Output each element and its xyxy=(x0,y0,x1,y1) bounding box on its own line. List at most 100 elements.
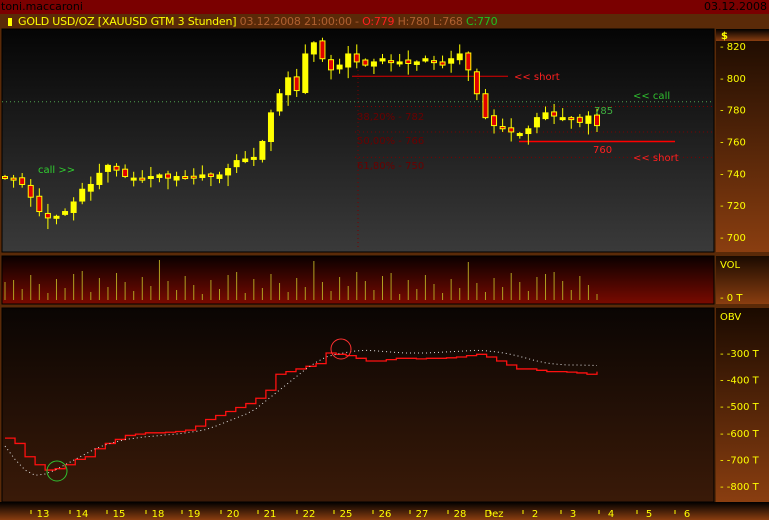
candle-bull xyxy=(233,160,240,168)
chart-annotation: 38,20% - 782 xyxy=(357,112,424,123)
candle-bear xyxy=(430,60,437,64)
candle-bull xyxy=(345,53,352,68)
candle-bear xyxy=(405,59,412,65)
candle-bear xyxy=(353,53,360,63)
title-bar: toni.maccaroni 03.12.2008 xyxy=(0,0,769,14)
candle-bear xyxy=(165,173,172,179)
chart-annotation: call >> xyxy=(38,165,75,176)
candle-bear xyxy=(499,126,506,130)
obv-average-line xyxy=(4,349,598,476)
candle-bull xyxy=(336,64,343,70)
time-tick-label: 21 xyxy=(264,509,277,520)
candle-bull xyxy=(276,93,283,112)
candle-bear xyxy=(328,59,335,71)
candle-bull xyxy=(242,158,249,163)
candle-bull xyxy=(379,58,386,62)
candle-bear xyxy=(19,177,26,185)
symbol-label: GOLD USD/OZ [XAUUSD GTM 3 Stunden] xyxy=(18,15,237,28)
time-axis[interactable] xyxy=(0,502,769,520)
obv-tick-label: - -400 T xyxy=(720,376,760,387)
candle-bull xyxy=(542,112,549,120)
candle-bear xyxy=(473,71,480,95)
chart-annotation: 50,00% - 766 xyxy=(357,136,424,147)
time-tick-label: 25 xyxy=(340,509,353,520)
candle-bear xyxy=(439,61,446,66)
price-tick-label: - 800 xyxy=(720,74,746,85)
candle-icon xyxy=(8,18,12,26)
time-tick-label: 14 xyxy=(76,509,89,520)
candle-bull xyxy=(456,53,463,61)
price-axis[interactable] xyxy=(716,29,769,252)
candle-bull xyxy=(173,176,180,181)
chart-annotation: 785 xyxy=(594,106,613,117)
high-low-value: H:780 L:768 xyxy=(397,15,463,28)
candle-bear xyxy=(491,115,498,127)
candle-bear xyxy=(2,176,8,180)
open-value: O:779 xyxy=(362,15,395,28)
obv-tick-label: - -700 T xyxy=(720,455,760,466)
candle-bear xyxy=(594,114,600,127)
candle-bull xyxy=(422,58,429,62)
price-axis-unit: $ xyxy=(721,31,728,42)
close-value: C:770 xyxy=(466,15,498,28)
time-tick-label: 5 xyxy=(646,509,652,520)
chart-annotation: << short xyxy=(514,72,560,83)
obv-tick-label: - -600 T xyxy=(720,429,760,440)
candle-bull xyxy=(96,172,103,185)
time-tick-label: 19 xyxy=(188,509,201,520)
candle-bull xyxy=(87,183,94,192)
candle-bear xyxy=(362,59,369,66)
candle-bear xyxy=(139,177,146,181)
candle-bull xyxy=(370,61,377,67)
candle-bull xyxy=(250,156,257,160)
volume-panel[interactable] xyxy=(1,255,715,305)
obv-panel[interactable] xyxy=(1,307,715,503)
candle-bear xyxy=(388,60,395,64)
chart-annotation: << short xyxy=(633,153,679,164)
candle-bear xyxy=(190,175,197,179)
user-name: toni.maccaroni xyxy=(1,0,83,13)
candle-bear xyxy=(465,52,472,71)
volume-axis[interactable] xyxy=(716,256,769,304)
candle-bull xyxy=(396,61,403,65)
price-tick-label: - 700 xyxy=(720,233,746,244)
candle-bear xyxy=(568,117,575,121)
time-tick-label: 2 xyxy=(532,509,538,520)
candle-bear xyxy=(113,165,120,171)
candle-bear xyxy=(551,111,558,117)
candle-bull xyxy=(525,128,532,135)
candle-bull xyxy=(267,112,274,143)
candle-bull xyxy=(130,177,137,181)
candle-bull xyxy=(199,174,206,178)
candle-bear xyxy=(44,212,51,219)
candle-bear xyxy=(319,40,326,60)
price-tick-label: - 720 xyxy=(720,201,746,212)
candle-bear xyxy=(27,184,34,198)
price-tick-label: - 760 xyxy=(720,138,746,149)
time-tick-label: 20 xyxy=(227,509,240,520)
obv-axis-label: OBV xyxy=(720,312,741,323)
title-date: 03.12.2008 xyxy=(704,0,767,13)
chart-annotation: 760 xyxy=(593,145,612,156)
candle-bear xyxy=(182,176,189,180)
candle-bear xyxy=(293,76,300,92)
obv-line xyxy=(5,352,598,471)
chart-annotation: << call xyxy=(633,91,670,102)
time-tick-label: 4 xyxy=(608,509,614,520)
candle-bear xyxy=(576,116,583,123)
candle-bear xyxy=(508,127,515,133)
candle-bull xyxy=(104,164,111,172)
highlight-circle xyxy=(46,460,68,482)
candle-bull xyxy=(413,61,420,65)
candle-bull xyxy=(259,141,266,160)
candle-bear xyxy=(10,177,17,181)
candle-bull xyxy=(70,201,77,213)
candle-bull xyxy=(448,58,455,64)
time-tick-label: 26 xyxy=(379,509,392,520)
time-tick-label: 6 xyxy=(684,509,690,520)
candle-bear xyxy=(122,168,129,178)
candle-bull xyxy=(516,133,523,137)
obv-tick-label: - -800 T xyxy=(720,482,760,493)
obv-axis[interactable] xyxy=(716,308,769,502)
